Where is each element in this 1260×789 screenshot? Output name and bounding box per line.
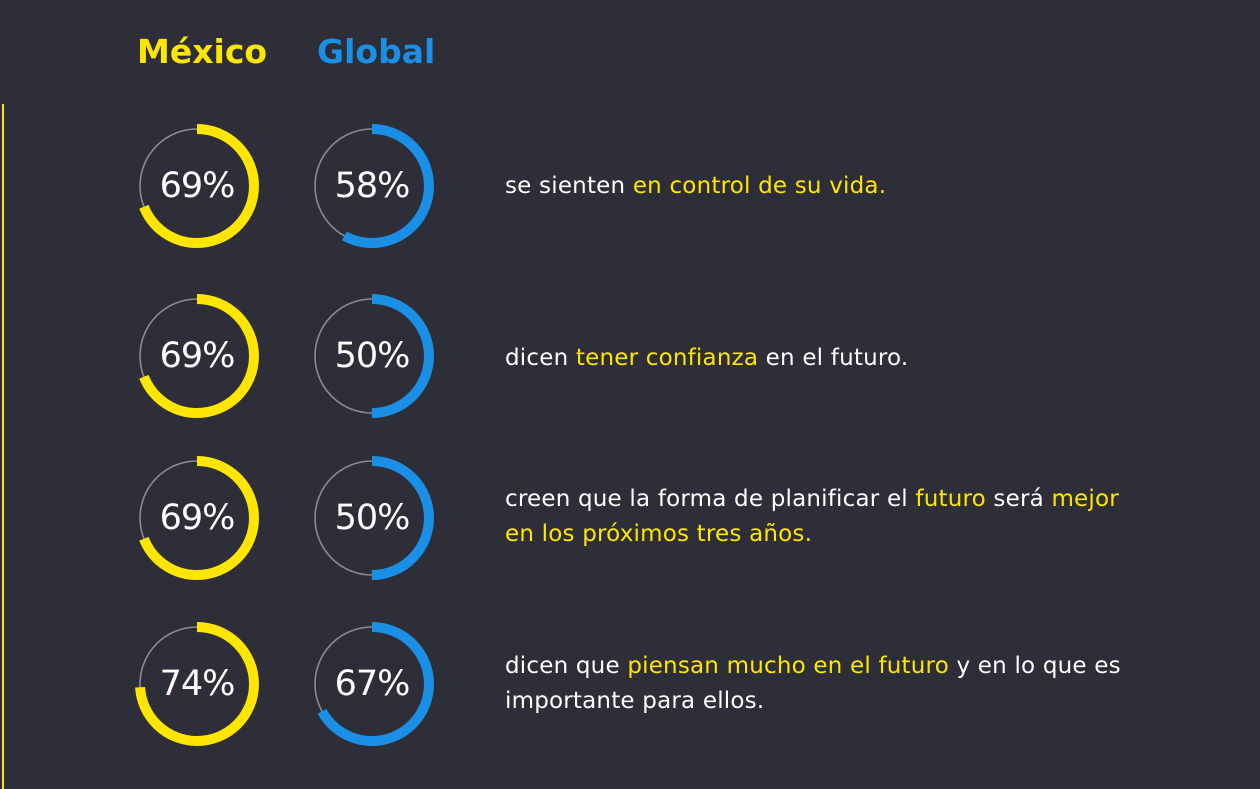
row-description: se sienten en control de su vida. [505, 169, 1145, 204]
percentage-label: 50% [334, 498, 411, 538]
description-text: dicen [505, 345, 576, 371]
description-text: creen que la forma de planificar el [505, 486, 916, 512]
ring-arc [135, 456, 259, 580]
accent-line [2, 104, 4, 789]
highlight-text: futuro [915, 486, 986, 512]
ring-arc [135, 294, 259, 418]
donut-mexico: 69% [134, 455, 260, 581]
row-description: creen que la forma de planificar el futu… [505, 482, 1145, 552]
donut-global: 50% [309, 293, 435, 419]
description-text: dicen que [505, 653, 628, 679]
row-description: dicen que piensan mucho en el futuro y e… [505, 649, 1145, 719]
donut-mexico: 74% [134, 621, 260, 747]
ring-arc [310, 124, 434, 248]
percentage-label: 50% [334, 336, 411, 376]
highlight-text: en control de su vida. [632, 173, 887, 199]
percentage-label: 67% [334, 664, 411, 704]
ring-arc [135, 622, 259, 746]
highlight-text: tener confianza [575, 345, 759, 371]
description-text: en el futuro. [758, 345, 909, 371]
percentage-label: 69% [159, 166, 236, 206]
ring-arc [310, 456, 434, 580]
ring-arc [135, 124, 259, 248]
percentage-label: 69% [159, 336, 236, 376]
percentage-label: 58% [334, 166, 411, 206]
row-description: dicen tener confianza en el futuro. [505, 341, 1145, 376]
donut-global: 50% [309, 455, 435, 581]
description-text: será [985, 486, 1052, 512]
donut-mexico: 69% [134, 293, 260, 419]
description-text: y en lo que es importante para ellos. [505, 653, 1121, 714]
highlight-text: mejor en los próximos tres años. [505, 486, 1119, 547]
donut-mexico: 69% [134, 123, 260, 249]
donut-global: 58% [309, 123, 435, 249]
ring-arc [310, 622, 434, 746]
percentage-label: 69% [159, 498, 236, 538]
donut-global: 67% [309, 621, 435, 747]
legend-mexico: México [137, 32, 268, 71]
legend-global: Global [317, 32, 436, 71]
description-text: se sienten [505, 173, 633, 199]
percentage-label: 74% [159, 664, 236, 704]
ring-arc [310, 294, 434, 418]
highlight-text: piensan mucho en el futuro [627, 653, 949, 679]
